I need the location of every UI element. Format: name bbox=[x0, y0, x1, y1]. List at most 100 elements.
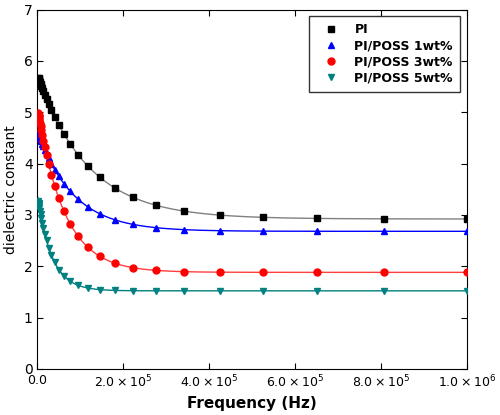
PI/POSS 5wt% bbox=[38, 212, 44, 217]
PI/POSS 3wt% bbox=[75, 234, 81, 239]
PI/POSS 1wt% bbox=[36, 131, 42, 136]
PI/POSS 1wt% bbox=[153, 225, 159, 230]
PI/POSS 5wt% bbox=[38, 216, 44, 221]
PI/POSS 3wt% bbox=[36, 111, 42, 116]
PI bbox=[44, 96, 50, 101]
PI/POSS 1wt% bbox=[216, 228, 222, 233]
PI/POSS 5wt% bbox=[85, 286, 91, 290]
PI/POSS 3wt% bbox=[38, 128, 44, 133]
PI bbox=[36, 76, 42, 81]
PI/POSS 1wt% bbox=[42, 147, 48, 152]
PI bbox=[36, 75, 42, 80]
PI/POSS 5wt% bbox=[97, 287, 103, 292]
PI/POSS 1wt% bbox=[37, 136, 43, 141]
PI/POSS 1wt% bbox=[75, 197, 81, 202]
PI/POSS 5wt% bbox=[75, 283, 81, 288]
Legend: PI, PI/POSS 1wt%, PI/POSS 3wt%, PI/POSS 5wt%: PI, PI/POSS 1wt%, PI/POSS 3wt%, PI/POSS … bbox=[310, 16, 460, 92]
PI bbox=[38, 81, 44, 86]
PI/POSS 5wt% bbox=[37, 209, 43, 214]
PI/POSS 1wt% bbox=[44, 151, 50, 156]
PI bbox=[381, 216, 387, 221]
PI/POSS 3wt% bbox=[39, 132, 45, 137]
PI/POSS 5wt% bbox=[464, 288, 469, 293]
PI/POSS 5wt% bbox=[61, 273, 67, 278]
PI/POSS 3wt% bbox=[112, 261, 118, 266]
PI/POSS 1wt% bbox=[52, 167, 58, 172]
Line: PI/POSS 3wt%: PI/POSS 3wt% bbox=[35, 110, 470, 276]
PI/POSS 3wt% bbox=[97, 254, 103, 259]
PI/POSS 5wt% bbox=[36, 200, 42, 205]
PI/POSS 5wt% bbox=[36, 199, 42, 204]
PI/POSS 5wt% bbox=[130, 288, 136, 293]
PI/POSS 3wt% bbox=[38, 124, 44, 129]
PI/POSS 5wt% bbox=[36, 202, 42, 207]
PI bbox=[38, 83, 44, 88]
PI/POSS 5wt% bbox=[381, 288, 387, 293]
PI/POSS 1wt% bbox=[36, 132, 42, 137]
PI/POSS 3wt% bbox=[48, 172, 54, 177]
PI/POSS 1wt% bbox=[48, 161, 54, 166]
PI/POSS 5wt% bbox=[52, 260, 58, 265]
Line: PI/POSS 5wt%: PI/POSS 5wt% bbox=[35, 198, 470, 294]
PI/POSS 3wt% bbox=[36, 114, 42, 119]
PI bbox=[40, 89, 46, 94]
PI/POSS 1wt% bbox=[112, 217, 118, 222]
PI bbox=[46, 102, 52, 107]
PI/POSS 3wt% bbox=[216, 270, 222, 275]
PI/POSS 1wt% bbox=[36, 132, 42, 137]
PI bbox=[56, 122, 62, 127]
PI/POSS 3wt% bbox=[153, 268, 159, 273]
PI/POSS 1wt% bbox=[97, 211, 103, 216]
PI bbox=[36, 76, 42, 81]
PI/POSS 1wt% bbox=[46, 156, 52, 161]
PI/POSS 1wt% bbox=[85, 204, 91, 209]
PI bbox=[61, 132, 67, 137]
PI/POSS 3wt% bbox=[464, 270, 469, 275]
PI/POSS 5wt% bbox=[182, 288, 188, 293]
PI/POSS 1wt% bbox=[68, 189, 73, 194]
PI/POSS 3wt% bbox=[314, 270, 320, 275]
PI/POSS 3wt% bbox=[42, 145, 48, 150]
PI bbox=[182, 209, 188, 214]
PI bbox=[260, 215, 266, 220]
PI/POSS 3wt% bbox=[44, 153, 50, 158]
PI/POSS 5wt% bbox=[40, 225, 46, 230]
PI bbox=[36, 78, 42, 83]
PI/POSS 1wt% bbox=[36, 134, 43, 139]
Line: PI: PI bbox=[35, 74, 470, 222]
Y-axis label: dielectric constant: dielectric constant bbox=[4, 125, 18, 254]
PI/POSS 3wt% bbox=[182, 269, 188, 274]
PI/POSS 3wt% bbox=[52, 183, 58, 188]
PI/POSS 3wt% bbox=[130, 265, 136, 270]
PI/POSS 5wt% bbox=[260, 288, 266, 293]
PI/POSS 3wt% bbox=[68, 222, 73, 227]
PI bbox=[464, 217, 469, 222]
PI/POSS 1wt% bbox=[464, 229, 469, 234]
PI/POSS 5wt% bbox=[39, 220, 45, 225]
PI/POSS 5wt% bbox=[36, 204, 42, 209]
PI/POSS 1wt% bbox=[56, 174, 62, 179]
PI/POSS 5wt% bbox=[44, 238, 50, 243]
PI/POSS 3wt% bbox=[61, 209, 67, 214]
PI/POSS 1wt% bbox=[40, 144, 46, 149]
PI/POSS 3wt% bbox=[381, 270, 387, 275]
PI/POSS 1wt% bbox=[130, 222, 136, 227]
PI/POSS 3wt% bbox=[36, 117, 43, 122]
PI bbox=[39, 86, 45, 91]
PI bbox=[37, 80, 43, 85]
PI bbox=[75, 152, 81, 157]
PI/POSS 3wt% bbox=[85, 245, 91, 250]
PI/POSS 1wt% bbox=[381, 229, 387, 234]
PI/POSS 5wt% bbox=[42, 232, 48, 237]
PI/POSS 5wt% bbox=[36, 206, 43, 211]
PI/POSS 5wt% bbox=[68, 279, 73, 284]
PI/POSS 1wt% bbox=[39, 141, 45, 146]
PI bbox=[153, 203, 159, 208]
PI bbox=[97, 175, 103, 180]
PI/POSS 3wt% bbox=[40, 138, 46, 143]
PI/POSS 1wt% bbox=[36, 133, 42, 138]
PI bbox=[314, 216, 320, 221]
PI/POSS 1wt% bbox=[61, 181, 67, 186]
PI/POSS 3wt% bbox=[36, 112, 42, 117]
PI/POSS 1wt% bbox=[38, 139, 44, 144]
